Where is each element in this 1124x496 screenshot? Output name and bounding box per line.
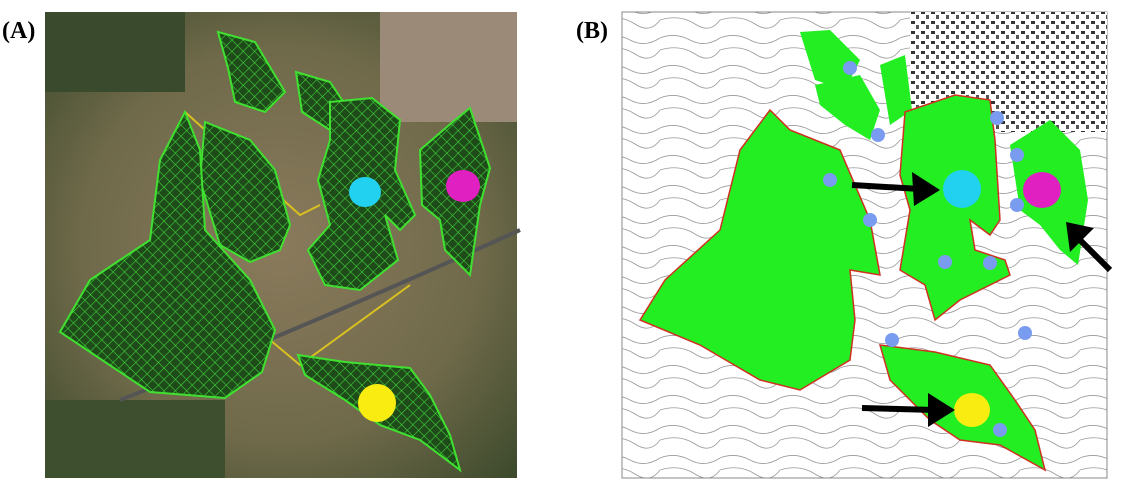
satellite-map: [45, 12, 521, 478]
topographic-map: [621, 11, 1113, 479]
panel-label: (A): [2, 18, 35, 44]
panel-label: (B): [576, 18, 608, 44]
